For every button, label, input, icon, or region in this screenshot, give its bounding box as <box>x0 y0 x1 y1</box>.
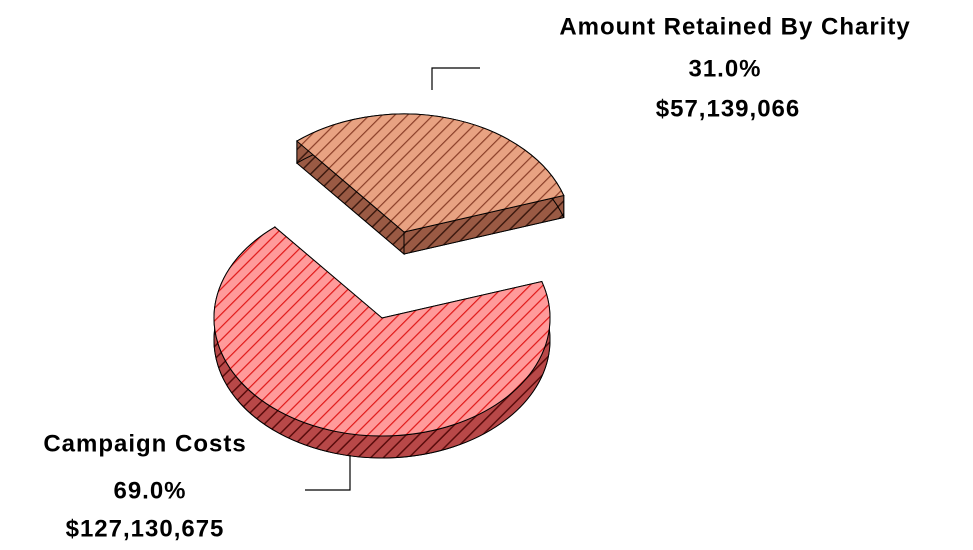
slice-top <box>296 113 565 233</box>
slice <box>213 225 551 459</box>
slice-top <box>213 226 551 437</box>
pie <box>213 113 565 459</box>
leader-line <box>305 455 351 491</box>
leader-line <box>431 67 480 90</box>
amount-label: $57,139,066 <box>656 95 800 122</box>
slice-label: Campaign Costs <box>43 430 246 457</box>
percent-label: 31.0% <box>688 55 761 82</box>
slice <box>296 113 565 256</box>
percent-label: 69.0% <box>113 477 186 504</box>
slice-label: Amount Retained By Charity <box>559 13 910 40</box>
amount-label: $127,130,675 <box>66 515 225 542</box>
